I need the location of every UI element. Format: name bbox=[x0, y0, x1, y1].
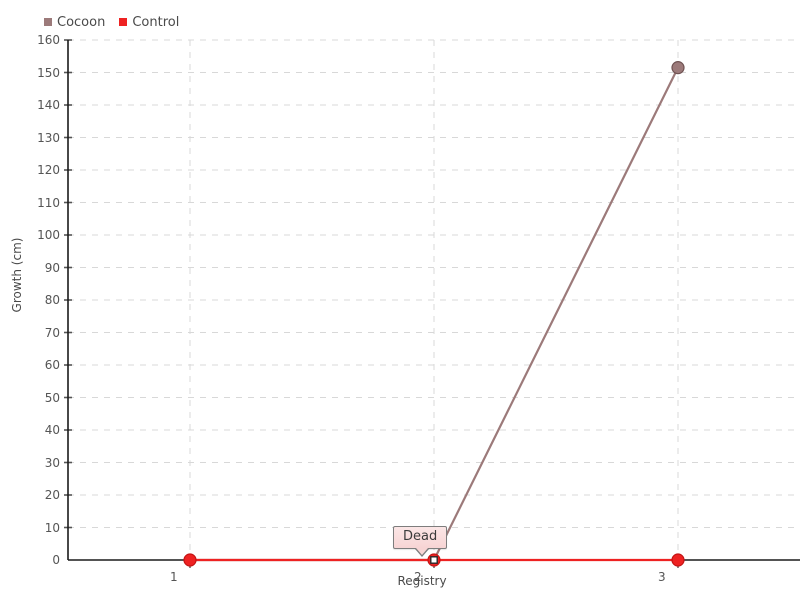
y-tick-label-text: 50 bbox=[44, 390, 60, 405]
y-tick-label: 140 bbox=[20, 99, 60, 111]
x-axis-title-text: Registry bbox=[397, 574, 447, 588]
y-tick-label-text: 0 bbox=[52, 553, 60, 567]
series-markers[interactable] bbox=[183, 61, 685, 567]
y-tick-label-text: 70 bbox=[44, 325, 60, 340]
data-point-cocoon[interactable] bbox=[671, 61, 685, 75]
y-tick-label-text: 20 bbox=[44, 488, 60, 502]
y-tick-label: 0 bbox=[20, 554, 60, 566]
y-tick-label: 150 bbox=[20, 67, 60, 79]
y-tick-label: 50 bbox=[20, 392, 60, 404]
x-tick-label-text: 3 bbox=[658, 570, 666, 584]
x-tick-label: 1 bbox=[170, 566, 210, 583]
y-tick-label: 20 bbox=[20, 489, 60, 501]
x-tick-label: 2 bbox=[414, 566, 454, 583]
gridlines bbox=[68, 39, 800, 560]
axis-ticks bbox=[64, 39, 679, 568]
legend-label-control: Control bbox=[132, 14, 180, 30]
y-tick-label: 60 bbox=[20, 359, 60, 371]
y-tick-label-text: 80 bbox=[44, 293, 60, 307]
y-tick-label: 80 bbox=[20, 294, 60, 306]
legend-label-cocoon: Cocoon bbox=[57, 14, 106, 30]
y-tick-label-text: 160 bbox=[37, 33, 60, 47]
y-tick-label-text: 120 bbox=[37, 163, 60, 177]
y-tick-label-text: 60 bbox=[44, 358, 60, 372]
tooltip-arrow-icon bbox=[416, 548, 428, 556]
y-tick-label-text: 30 bbox=[44, 455, 60, 470]
x-tick-label-text: 2 bbox=[414, 570, 422, 584]
legend-swatch-cocoon bbox=[44, 18, 52, 26]
x-tick-label: 3 bbox=[658, 566, 698, 583]
y-tick-label: 120 bbox=[20, 164, 60, 176]
y-tick-label: 70 bbox=[20, 327, 60, 339]
x-axis-title: Registry bbox=[0, 574, 800, 588]
data-point-selected-marker[interactable] bbox=[430, 556, 438, 564]
y-tick-label: 40 bbox=[20, 424, 60, 436]
y-tick-label: 100 bbox=[20, 229, 60, 241]
y-tick-label-text: 140 bbox=[37, 98, 60, 112]
tooltip-text: Dead bbox=[403, 529, 438, 544]
legend-item-cocoon[interactable]: Cocoon bbox=[44, 16, 105, 29]
y-tick-label: 130 bbox=[20, 132, 60, 144]
legend-swatch-control bbox=[119, 18, 128, 26]
tooltip-box: Dead bbox=[393, 526, 448, 558]
legend-item-control[interactable]: Control bbox=[119, 16, 179, 29]
y-axis-title: Growth (cm) bbox=[10, 237, 24, 313]
y-tick-label-text: 150 bbox=[37, 65, 60, 80]
y-tick-label: 90 bbox=[20, 262, 60, 274]
chart-legend: Cocoon Control bbox=[44, 12, 179, 32]
y-tick-label-text: 10 bbox=[44, 520, 60, 535]
y-tick-label-text: 40 bbox=[44, 423, 60, 437]
data-point-tooltip: Dead bbox=[393, 526, 448, 558]
y-tick-label: 10 bbox=[20, 522, 60, 534]
data-point-control[interactable] bbox=[183, 553, 197, 567]
data-point-control[interactable] bbox=[671, 553, 685, 567]
y-tick-label-text: 110 bbox=[37, 195, 60, 210]
y-tick-label-text: 130 bbox=[37, 130, 60, 145]
y-tick-label: 30 bbox=[20, 457, 60, 469]
y-tick-label: 160 bbox=[20, 34, 60, 46]
x-tick-label-text: 1 bbox=[170, 570, 178, 584]
y-tick-label-text: 90 bbox=[44, 260, 60, 275]
y-tick-label-text: 100 bbox=[37, 228, 60, 242]
y-tick-label: 110 bbox=[20, 197, 60, 209]
